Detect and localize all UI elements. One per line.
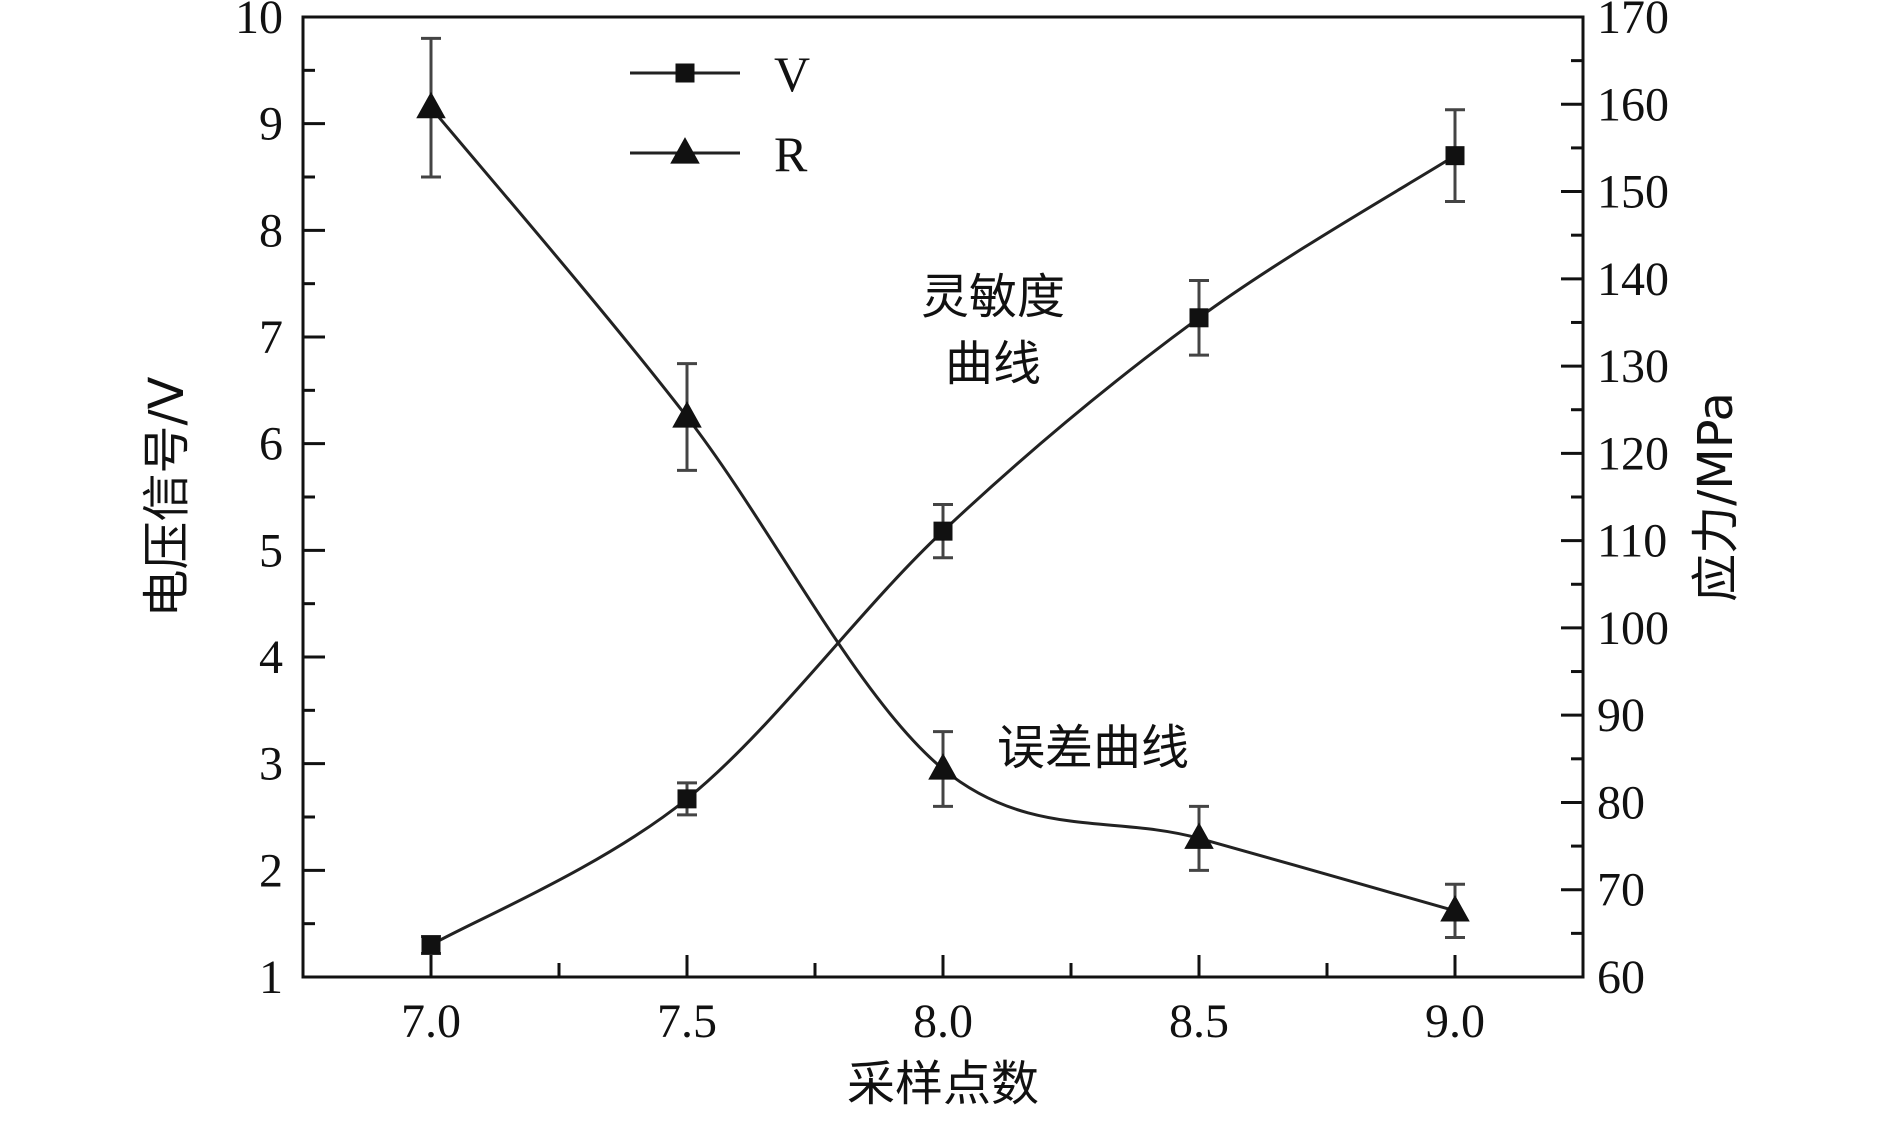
data-point-R <box>928 753 958 780</box>
y-left-tick-label: 1 <box>259 951 283 1004</box>
data-point-V <box>421 935 441 955</box>
data-point-R <box>1440 894 1470 922</box>
y-right-tick-label: 80 <box>1597 776 1645 829</box>
annotation-error-curve: 误差曲线 <box>997 720 1189 776</box>
y-right-tick-label: 170 <box>1597 0 1669 44</box>
y-right-tick-label: 160 <box>1597 78 1669 131</box>
y-right-tick-label: 70 <box>1597 864 1645 917</box>
y-left-tick-label: 3 <box>259 738 283 791</box>
series-layer <box>416 36 1470 956</box>
series-line-R <box>429 106 1456 913</box>
data-point-V <box>1189 308 1209 328</box>
y-right-tick-label: 150 <box>1597 166 1669 219</box>
x-tick-label: 7.5 <box>657 995 717 1048</box>
y-right-tick-label: 140 <box>1597 253 1669 306</box>
y-right-tick-label: 130 <box>1597 340 1669 393</box>
annotation-sensitivity-line1: 灵敏度 <box>921 269 1065 325</box>
y-left-tick-label: 10 <box>235 0 283 44</box>
y-right-tick-label: 120 <box>1597 427 1669 480</box>
legend-label-R: R <box>774 126 808 182</box>
text-layer: 采样点数 电压信号/V 应力/MPa 灵敏度 曲线 误差曲线 <box>139 269 1744 1112</box>
y-left-tick-label: 8 <box>259 204 283 257</box>
data-point-R <box>416 91 446 119</box>
y-right-tick-label: 60 <box>1597 951 1645 1004</box>
x-axis-title: 采样点数 <box>847 1056 1039 1112</box>
data-point-V <box>933 521 953 541</box>
legend-marker-R <box>670 137 700 164</box>
y-left-tick-label: 5 <box>259 524 283 577</box>
y-left-tick-label: 6 <box>259 418 283 471</box>
legend-marker-V <box>675 63 695 83</box>
x-tick-label: 8.0 <box>913 995 973 1048</box>
axes-layer: 7.0 7.5 8.0 8.5 9.0 1 2 3 4 5 6 7 8 9 10 60 70 80 90 100 110… <box>235 0 1669 1048</box>
data-point-V <box>677 789 697 809</box>
x-tick-label: 8.5 <box>1169 995 1229 1048</box>
y-left-tick-label: 7 <box>259 311 283 364</box>
x-tick-label: 9.0 <box>1425 995 1485 1048</box>
x-tick-label: 7.0 <box>401 995 461 1048</box>
y-axis-left-title: 电压信号/V <box>139 376 195 617</box>
y-right-tick-label: 100 <box>1597 602 1669 655</box>
y-right-tick-label: 110 <box>1597 515 1667 568</box>
data-point-R <box>672 401 702 428</box>
annotation-sensitivity-line2: 曲线 <box>945 336 1041 392</box>
legend-label-V: V <box>774 46 810 102</box>
y-left-tick-label: 2 <box>259 844 283 897</box>
data-point-V <box>1445 146 1465 166</box>
legend: VR <box>630 46 810 182</box>
data-point-R <box>1184 822 1214 849</box>
y-right-tick-label: 90 <box>1597 689 1645 742</box>
plot-frame <box>301 15 1585 979</box>
y-left-tick-label: 4 <box>259 631 283 684</box>
y-axis-right-title: 应力/MPa <box>1688 392 1744 602</box>
y-left-tick-label: 9 <box>259 98 283 151</box>
